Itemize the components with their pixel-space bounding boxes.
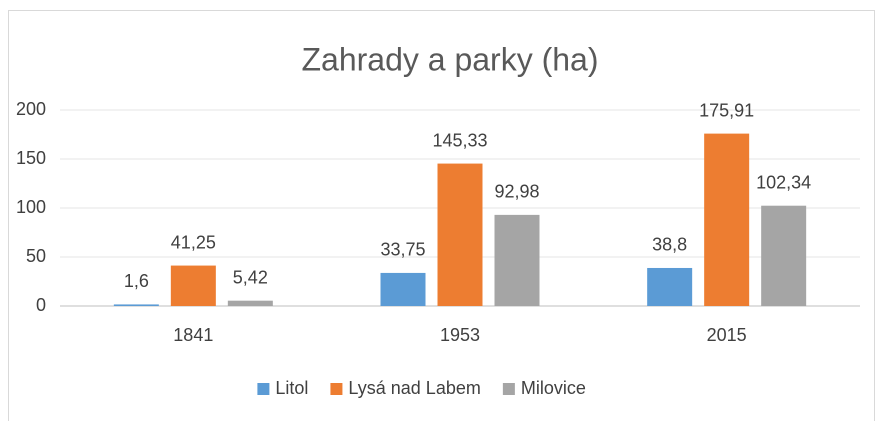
data-label: 38,8 <box>652 235 687 255</box>
x-tick-label: 1841 <box>173 325 213 345</box>
bar <box>704 133 750 306</box>
bar <box>647 267 693 306</box>
bar <box>227 300 273 306</box>
chart-title: Zahrady a parky (ha) <box>301 41 598 77</box>
data-label: 92,98 <box>494 182 539 202</box>
y-tick-label: 200 <box>16 99 46 119</box>
chart-border <box>8 10 875 421</box>
bar <box>380 272 426 306</box>
bar <box>494 214 540 306</box>
y-tick-label: 150 <box>16 148 46 168</box>
bar <box>170 265 216 306</box>
legend-swatch <box>502 383 515 395</box>
bar <box>437 163 483 306</box>
bar <box>761 205 807 306</box>
data-label: 33,75 <box>380 240 425 260</box>
data-label: 41,25 <box>171 232 216 252</box>
legend-label: Lysá nad Labem <box>348 378 480 398</box>
y-tick-label: 100 <box>16 197 46 217</box>
legend-swatch <box>330 383 343 395</box>
data-label: 1,6 <box>124 271 149 291</box>
y-tick-label: 0 <box>36 295 46 315</box>
legend-label: Litol <box>275 378 308 398</box>
legend-swatch <box>257 383 270 395</box>
y-tick-label: 50 <box>26 246 46 266</box>
data-label: 145,33 <box>432 130 487 150</box>
bar <box>113 304 159 306</box>
data-label: 102,34 <box>756 172 811 192</box>
x-tick-label: 2015 <box>707 325 747 345</box>
legend-label: Milovice <box>521 378 586 398</box>
data-label: 175,91 <box>699 100 754 120</box>
x-tick-label: 1953 <box>440 325 480 345</box>
data-label: 5,42 <box>233 267 268 287</box>
